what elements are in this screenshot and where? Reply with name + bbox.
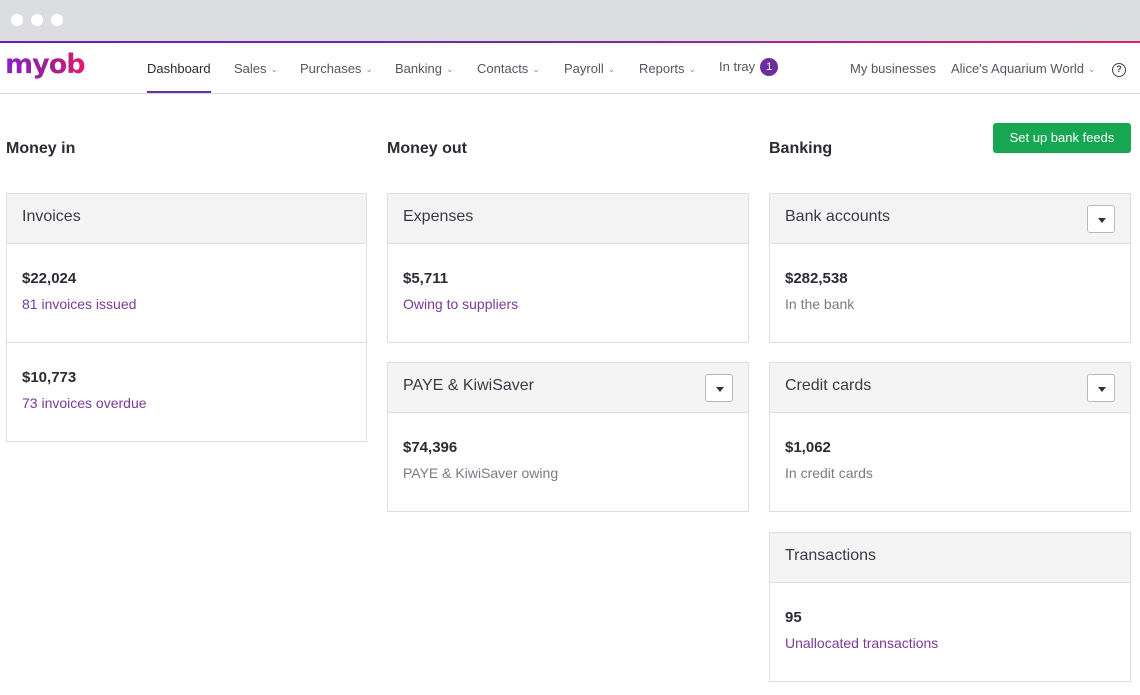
in-tray-count-badge: 1 xyxy=(760,58,779,76)
transactions-card: Transactions 95 Unallocated transactions xyxy=(769,532,1131,682)
list-item: $1,062 In credit cards xyxy=(770,413,1130,512)
chevron-down-icon: ⌄ xyxy=(365,64,373,74)
card-header: Expenses xyxy=(388,194,748,244)
in-credit-cards-label: In credit cards xyxy=(785,465,873,481)
business-name: Alice's Aquarium World xyxy=(951,61,1085,76)
invoices-issued-amount: $22,024 xyxy=(22,270,77,287)
nav-sales[interactable]: Sales ⌄ xyxy=(234,61,278,76)
money-out-heading: Money out xyxy=(387,140,467,157)
card-header: Invoices xyxy=(7,194,366,244)
brand-accent-line xyxy=(0,41,1140,43)
set-up-bank-feeds-button[interactable]: Set up bank feeds xyxy=(993,123,1131,153)
nav-reports-label: Reports xyxy=(639,61,685,76)
unallocated-transactions-link[interactable]: Unallocated transactions xyxy=(785,635,939,651)
transactions-title: Transactions xyxy=(785,547,876,564)
nav-dashboard-label: Dashboard xyxy=(147,61,211,76)
nav-payroll[interactable]: Payroll ⌄ xyxy=(564,61,615,76)
dropdown-button[interactable] xyxy=(1087,374,1115,402)
active-tab-indicator xyxy=(147,91,211,93)
bank-accounts-title: Bank accounts xyxy=(785,208,890,225)
bank-balance-amount: $282,538 xyxy=(785,270,848,287)
invoices-title: Invoices xyxy=(22,208,81,225)
chevron-down-icon: ⌄ xyxy=(1088,64,1096,74)
nav-payroll-label: Payroll xyxy=(564,61,604,76)
nav-purchases[interactable]: Purchases ⌄ xyxy=(300,61,373,76)
banking-heading: Banking xyxy=(769,140,833,157)
card-header: Bank accounts xyxy=(770,194,1130,244)
browser-chrome xyxy=(0,0,1140,41)
invoices-card: Invoices $22,024 81 invoices issued $10,… xyxy=(6,193,367,442)
invoices-issued-link[interactable]: 81 invoices issued xyxy=(22,296,137,312)
credit-cards-title: Credit cards xyxy=(785,377,872,394)
list-item: $5,711 Owing to suppliers xyxy=(388,244,748,343)
money-in-heading: Money in xyxy=(6,140,76,157)
nav-dashboard[interactable]: Dashboard xyxy=(147,61,211,76)
paye-owing-label: PAYE & KiwiSaver owing xyxy=(403,465,559,481)
expenses-amount: $5,711 xyxy=(403,270,449,287)
top-nav: myob Dashboard Sales ⌄ Purchases ⌄ Banking… xyxy=(0,43,1140,94)
card-header: Transactions xyxy=(770,533,1130,583)
my-businesses-link[interactable]: My businesses xyxy=(850,61,936,76)
chevron-down-icon: ⌄ xyxy=(270,64,279,74)
paye-amount: $74,396 xyxy=(403,439,458,456)
transactions-count: 95 xyxy=(785,609,802,626)
list-item: 95 Unallocated transactions xyxy=(770,583,1130,682)
bank-accounts-card: Bank accounts $282,538 In the bank xyxy=(769,193,1131,343)
nav-reports[interactable]: Reports ⌄ xyxy=(639,61,696,76)
paye-kiwisaver-title: PAYE & KiwiSaver xyxy=(403,377,535,394)
nav-contacts-label: Contacts xyxy=(477,61,529,76)
card-header: Credit cards xyxy=(770,363,1130,413)
chevron-down-icon: ⌄ xyxy=(532,64,540,74)
myob-logo[interactable]: myob xyxy=(5,49,86,80)
in-the-bank-label: In the bank xyxy=(785,296,855,312)
nav-sales-label: Sales xyxy=(234,61,267,76)
chevron-down-icon: ⌄ xyxy=(445,64,454,74)
window-dot xyxy=(31,14,43,26)
card-header: PAYE & KiwiSaver xyxy=(388,363,748,413)
dropdown-button[interactable] xyxy=(705,374,733,402)
list-item: $10,773 73 invoices overdue xyxy=(7,343,366,442)
expenses-card: Expenses $5,711 Owing to suppliers xyxy=(387,193,749,343)
business-switcher[interactable]: Alice's Aquarium World ⌄ xyxy=(951,61,1096,76)
nav-banking[interactable]: Banking ⌄ xyxy=(395,61,454,76)
nav-purchases-label: Purchases xyxy=(300,61,362,76)
paye-kiwisaver-card: PAYE & KiwiSaver $74,396 PAYE & KiwiSave… xyxy=(387,362,749,512)
nav-banking-label: Banking xyxy=(395,61,442,76)
expenses-title: Expenses xyxy=(403,208,474,225)
invoices-overdue-amount: $10,773 xyxy=(22,369,77,386)
invoices-overdue-link[interactable]: 73 invoices overdue xyxy=(22,395,147,411)
chevron-down-icon: ⌄ xyxy=(607,64,616,74)
nav-in-tray[interactable]: In tray 1 xyxy=(719,58,779,77)
dropdown-button[interactable] xyxy=(1087,205,1115,233)
list-item: $22,024 81 invoices issued xyxy=(7,244,366,343)
nav-in-tray-label: In tray xyxy=(719,59,756,74)
list-item: $282,538 In the bank xyxy=(770,244,1130,343)
window-dot xyxy=(51,14,63,26)
nav-contacts[interactable]: Contacts ⌄ xyxy=(477,61,540,76)
help-icon[interactable]: ? xyxy=(1112,63,1126,77)
owing-to-suppliers-link[interactable]: Owing to suppliers xyxy=(403,296,519,312)
credit-cards-card: Credit cards $1,062 In credit cards xyxy=(769,362,1131,512)
list-item: $74,396 PAYE & KiwiSaver owing xyxy=(388,413,748,512)
credit-cards-amount: $1,062 xyxy=(785,439,831,456)
chevron-down-icon: ⌄ xyxy=(688,64,697,74)
window-dot xyxy=(11,14,23,26)
